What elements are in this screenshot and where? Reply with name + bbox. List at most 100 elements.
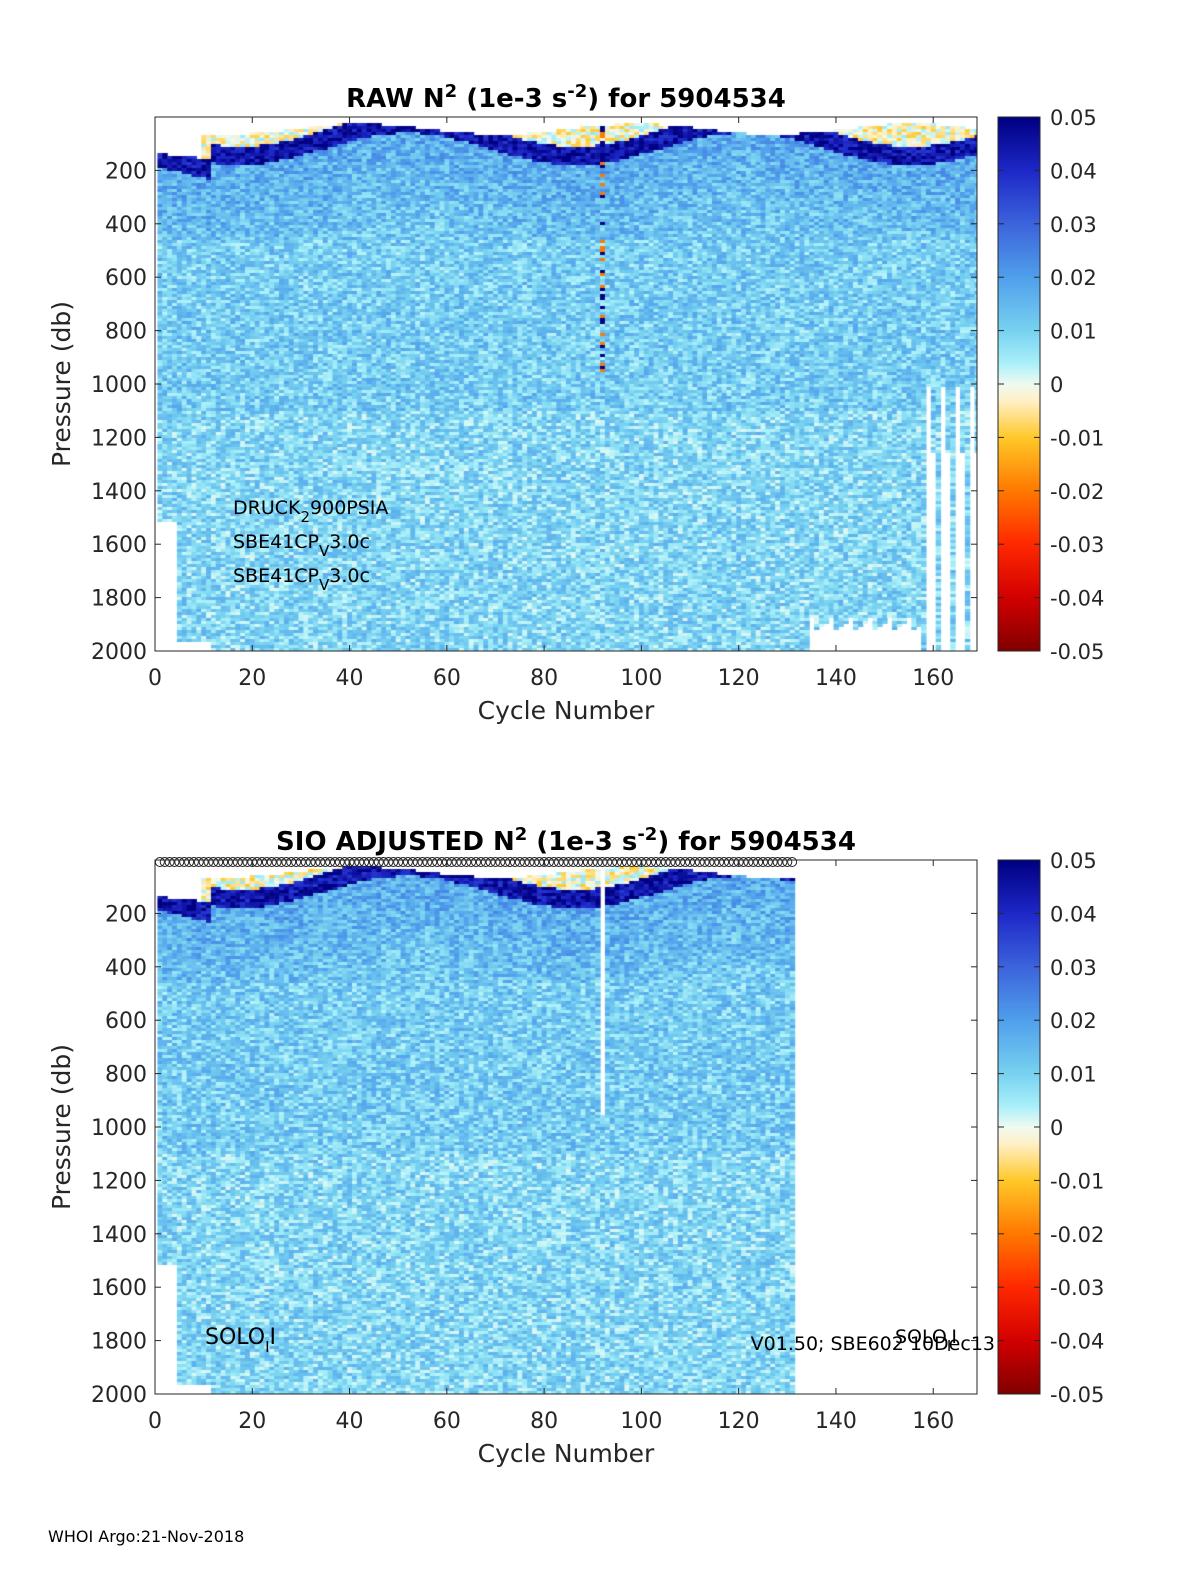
qc-marker — [607, 857, 618, 867]
qc-marker — [159, 857, 170, 867]
qc-marker — [344, 857, 355, 867]
qc-marker — [232, 857, 243, 867]
qc-marker — [709, 857, 720, 867]
colorbar-tick-label: 0.02 — [1050, 1009, 1097, 1033]
qc-marker — [320, 857, 331, 867]
qc-marker — [261, 857, 272, 867]
qc-marker — [451, 857, 462, 867]
colorbar-tick-label: -0.04 — [1050, 587, 1104, 611]
qc-marker — [368, 857, 379, 867]
qc-marker — [257, 857, 268, 867]
qc-marker — [184, 857, 195, 867]
y-tick-label: 1800 — [91, 587, 147, 612]
qc-marker — [198, 857, 209, 867]
qc-marker — [218, 857, 229, 867]
colorbar — [998, 117, 1040, 651]
qc-marker — [456, 857, 467, 867]
y-tick-label: 600 — [105, 1009, 147, 1034]
x-tick-label: 140 — [815, 666, 857, 691]
y-axis-label: Pressure (db) — [47, 1044, 76, 1210]
y-tick-label: 1400 — [91, 480, 147, 505]
qc-marker — [568, 857, 579, 867]
qc-marker — [310, 857, 321, 867]
qc-marker — [548, 857, 559, 867]
x-tick-label: 0 — [148, 666, 162, 691]
qc-marker — [670, 857, 681, 867]
qc-marker — [597, 857, 608, 867]
colorbar-tick-label: 0.04 — [1050, 902, 1097, 926]
qc-marker — [334, 857, 345, 867]
y-tick-label: 1800 — [91, 1330, 147, 1355]
qc-marker — [777, 857, 788, 867]
y-tick-label: 400 — [105, 956, 147, 981]
qc-marker — [407, 857, 418, 867]
colorbar-tick-label: -0.01 — [1050, 426, 1104, 450]
qc-marker — [475, 857, 486, 867]
x-tick-label: 160 — [912, 1409, 954, 1434]
y-tick-label: 1200 — [91, 1169, 147, 1194]
qc-marker — [621, 857, 632, 867]
colorbar-tick-label: 0.03 — [1050, 213, 1097, 237]
qc-marker — [723, 857, 734, 867]
qc-marker — [529, 857, 540, 867]
x-tick-label: 20 — [238, 1409, 266, 1434]
qc-marker — [402, 857, 413, 867]
y-tick-label: 2000 — [91, 1383, 147, 1408]
qc-marker — [281, 857, 292, 867]
colorbar-tick-label: -0.03 — [1050, 533, 1104, 557]
heatmap-image — [155, 117, 977, 651]
x-tick-label: 140 — [815, 1409, 857, 1434]
colorbar-tick-label: 0 — [1050, 373, 1063, 397]
colorbar-tick-label: 0.01 — [1050, 320, 1097, 344]
colorbar-tick-label: -0.05 — [1050, 1383, 1104, 1407]
qc-marker — [772, 857, 783, 867]
qc-marker — [753, 857, 764, 867]
x-tick-label: 80 — [530, 666, 558, 691]
colorbar-tick-label: -0.05 — [1050, 640, 1104, 664]
colorbar-tick-label: 0.04 — [1050, 159, 1097, 183]
x-tick-label: 120 — [718, 666, 760, 691]
chart-panel-2: 0 20 40 60 80 100 120 140 160 200 400 600 800 1000 120… — [47, 849, 1104, 1468]
qc-marker — [441, 857, 452, 867]
qc-marker — [378, 857, 389, 867]
qc-marker — [286, 857, 297, 867]
qc-marker — [616, 857, 627, 867]
qc-marker — [650, 857, 661, 867]
qc-marker — [490, 857, 501, 867]
qc-marker — [427, 857, 438, 867]
qc-marker — [680, 857, 691, 867]
y-tick-label: 600 — [105, 266, 147, 291]
x-tick-label: 100 — [620, 1409, 662, 1434]
qc-marker — [602, 857, 613, 867]
qc-marker — [164, 857, 175, 867]
qc-marker — [305, 857, 316, 867]
qc-marker — [325, 857, 336, 867]
qc-marker — [412, 857, 423, 867]
qc-marker — [505, 857, 516, 867]
qc-marker — [193, 857, 204, 867]
qc-marker — [188, 857, 199, 867]
qc-marker — [485, 857, 496, 867]
qc-marker — [300, 857, 311, 867]
qc-marker — [762, 857, 773, 867]
x-tick-label: 0 — [148, 1409, 162, 1434]
qc-marker — [675, 857, 686, 867]
qc-marker — [417, 857, 428, 867]
qc-marker — [757, 857, 768, 867]
qc-marker — [699, 857, 710, 867]
colorbar-tick-label: -0.02 — [1050, 1223, 1104, 1247]
colorbar-tick-label: -0.03 — [1050, 1276, 1104, 1300]
qc-marker — [563, 857, 574, 867]
chart-title: SIO ADJUSTED N2 (1e-3 s-2) for 5904534 — [276, 824, 856, 857]
qc-marker — [291, 857, 302, 867]
sensor-annotation: SBE41CPV3.0c — [233, 531, 370, 560]
qc-marker — [704, 857, 715, 867]
qc-marker — [432, 857, 443, 867]
chart-title: RAW N2 (1e-3 s-2) for 5904534 — [346, 81, 786, 114]
qc-marker — [612, 857, 623, 867]
qc-marker — [315, 857, 326, 867]
qc-marker — [578, 857, 589, 867]
qc-marker — [500, 857, 511, 867]
footer-text: WHOI Argo:21-Nov-2018 — [48, 1527, 245, 1546]
x-tick-label: 60 — [433, 1409, 461, 1434]
